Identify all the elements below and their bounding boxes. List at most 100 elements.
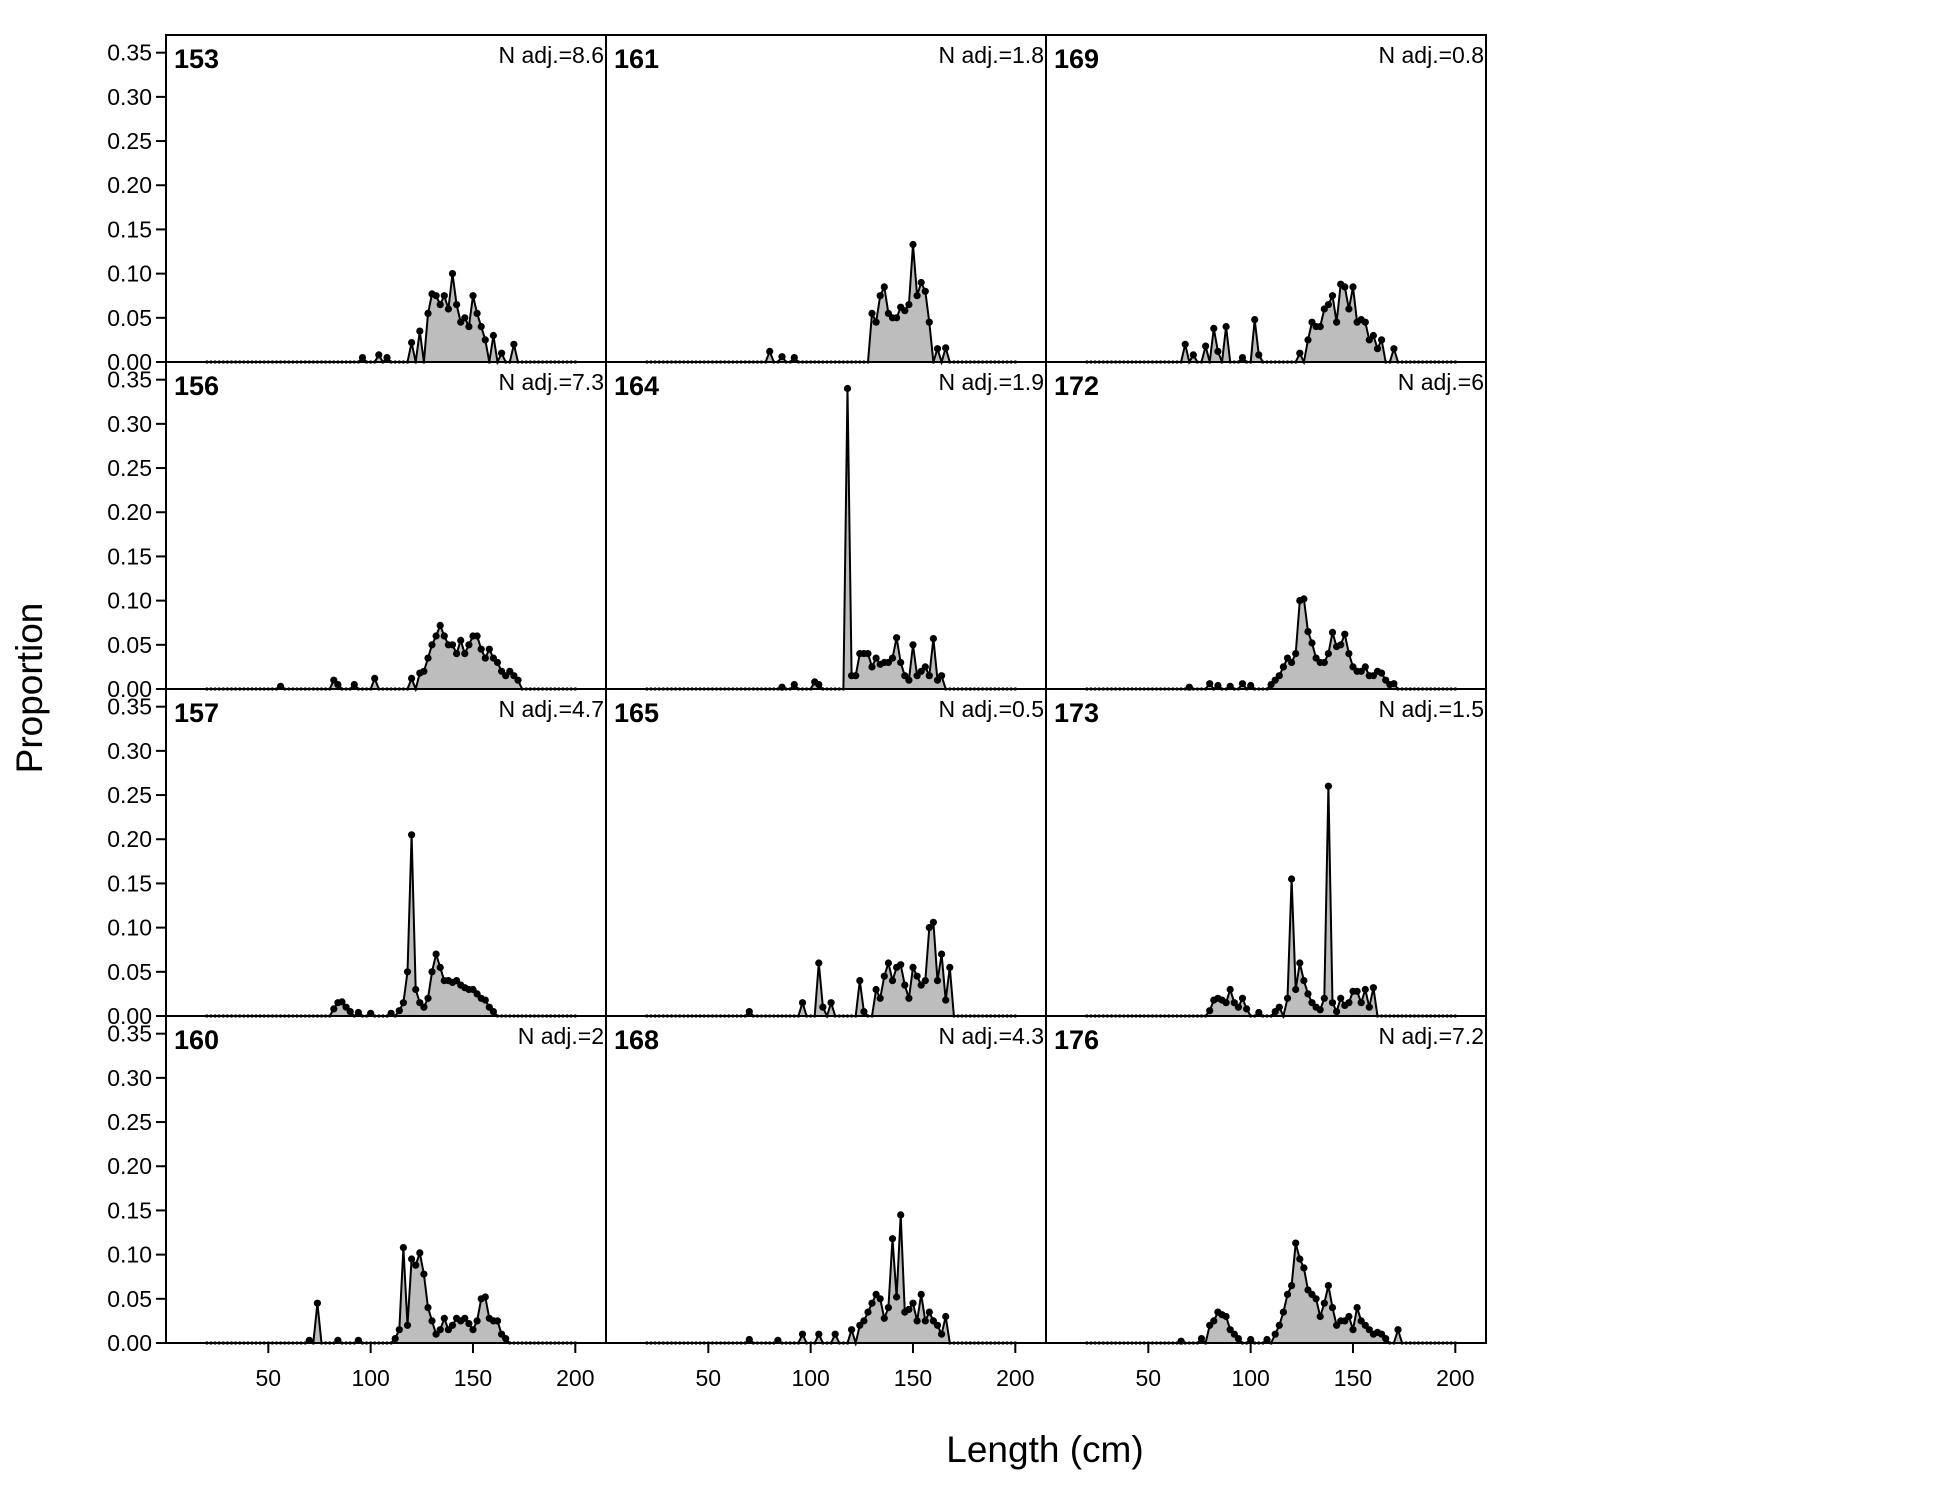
data-point xyxy=(1328,628,1337,637)
n-adj-label: N adj.=0.8 xyxy=(1379,42,1485,68)
data-point xyxy=(477,645,485,653)
data-points-172 xyxy=(1085,595,1457,691)
data-point xyxy=(909,963,917,972)
series-line-157 xyxy=(206,834,576,1018)
data-point xyxy=(1312,1295,1320,1303)
data-point xyxy=(1238,680,1247,688)
data-point xyxy=(453,301,461,309)
x-tick-label: 200 xyxy=(556,1365,594,1391)
data-point xyxy=(448,1321,457,1329)
data-point xyxy=(868,663,876,671)
data-point xyxy=(1333,1008,1341,1016)
y-tick-label: 0.25 xyxy=(107,1109,152,1135)
panel-157: 157 N adj.=4.7 xyxy=(165,688,607,1018)
series-line-169 xyxy=(1086,282,1456,366)
data-point xyxy=(428,1317,436,1325)
data-point xyxy=(371,674,379,683)
panel-frame xyxy=(165,688,607,1017)
panel-173: 173 N adj.=1.5 xyxy=(1045,688,1487,1020)
panel-160: 160 N adj.=2 xyxy=(165,1015,607,1345)
data-point xyxy=(1382,1335,1390,1343)
data-point xyxy=(913,972,921,980)
data-point xyxy=(498,349,506,357)
data-point xyxy=(925,924,933,932)
data-point xyxy=(901,307,909,315)
data-point xyxy=(856,977,864,985)
data-point xyxy=(461,1314,469,1322)
area-fill-173 xyxy=(1086,786,1456,1016)
panel-id-label: 153 xyxy=(174,44,219,74)
data-point xyxy=(1349,283,1357,291)
data-point xyxy=(848,1326,856,1334)
data-point xyxy=(1328,1304,1337,1312)
data-point xyxy=(1345,1312,1353,1321)
data-point xyxy=(921,977,929,985)
panel-id-label: 165 xyxy=(614,698,659,728)
data-point xyxy=(1304,990,1312,998)
n-adj-label: N adj.=7.2 xyxy=(1379,1023,1485,1049)
data-point xyxy=(1288,1282,1296,1290)
area-fill-157 xyxy=(206,834,576,1016)
data-point xyxy=(432,632,440,640)
data-point xyxy=(432,950,440,958)
data-point xyxy=(1288,658,1296,667)
data-point xyxy=(1316,1006,1324,1014)
data-point xyxy=(1300,977,1308,985)
data-point xyxy=(1361,663,1369,671)
data-point xyxy=(461,650,469,658)
n-adj-label: N adj.=6 xyxy=(1398,369,1484,395)
data-point xyxy=(921,663,929,671)
data-point xyxy=(424,994,432,1002)
data-points-164 xyxy=(645,384,1017,691)
data-point xyxy=(502,1335,510,1343)
x-tick-label: 200 xyxy=(1436,1365,1474,1391)
n-adj-label: N adj.=4.7 xyxy=(499,696,605,722)
data-point xyxy=(1214,681,1222,690)
data-point xyxy=(917,278,925,287)
n-adj-label: N adj.=1.9 xyxy=(939,369,1045,395)
data-point xyxy=(469,292,477,300)
area-fill-169 xyxy=(1086,284,1456,362)
data-point xyxy=(358,354,367,362)
data-point xyxy=(440,1314,448,1322)
x-tick-label: 100 xyxy=(1231,1365,1269,1391)
data-point xyxy=(864,650,872,658)
data-point xyxy=(1206,1007,1214,1015)
data-point xyxy=(514,676,522,684)
panel-id-label: 161 xyxy=(614,44,659,74)
data-point xyxy=(1353,1304,1361,1312)
data-point xyxy=(375,351,383,359)
data-point xyxy=(485,645,493,653)
data-point xyxy=(913,292,921,300)
data-point xyxy=(436,301,444,309)
y-tick-label: 0.00 xyxy=(107,349,152,375)
data-point xyxy=(1263,1335,1271,1344)
data-point xyxy=(1247,1335,1255,1344)
data-point xyxy=(493,1317,502,1325)
data-point xyxy=(399,1244,407,1252)
panel-156: 156 N adj.=7.3 xyxy=(165,361,607,693)
series-line-164 xyxy=(646,388,1016,690)
data-point xyxy=(444,305,452,313)
data-point xyxy=(872,318,880,326)
data-point xyxy=(745,1008,753,1016)
x-tick-label: 200 xyxy=(996,1365,1034,1391)
data-point xyxy=(350,681,358,689)
data-point xyxy=(884,1304,893,1312)
data-point xyxy=(1189,351,1197,359)
data-point xyxy=(1292,1239,1300,1247)
data-points-161 xyxy=(645,240,1017,364)
data-point xyxy=(921,1317,929,1325)
data-point xyxy=(1222,323,1230,331)
data-point xyxy=(1369,331,1377,340)
data-point xyxy=(905,994,913,1002)
panel-168: 168 N adj.=4.3 xyxy=(605,1015,1047,1347)
y-tick-label: 0.10 xyxy=(107,915,152,941)
data-point xyxy=(408,674,416,683)
data-point xyxy=(901,981,909,989)
series-line-153 xyxy=(206,273,576,366)
data-point xyxy=(880,972,888,980)
data-point xyxy=(1308,639,1316,647)
panel-172: 172 N adj.=6 xyxy=(1045,361,1487,691)
data-point xyxy=(831,1330,839,1338)
